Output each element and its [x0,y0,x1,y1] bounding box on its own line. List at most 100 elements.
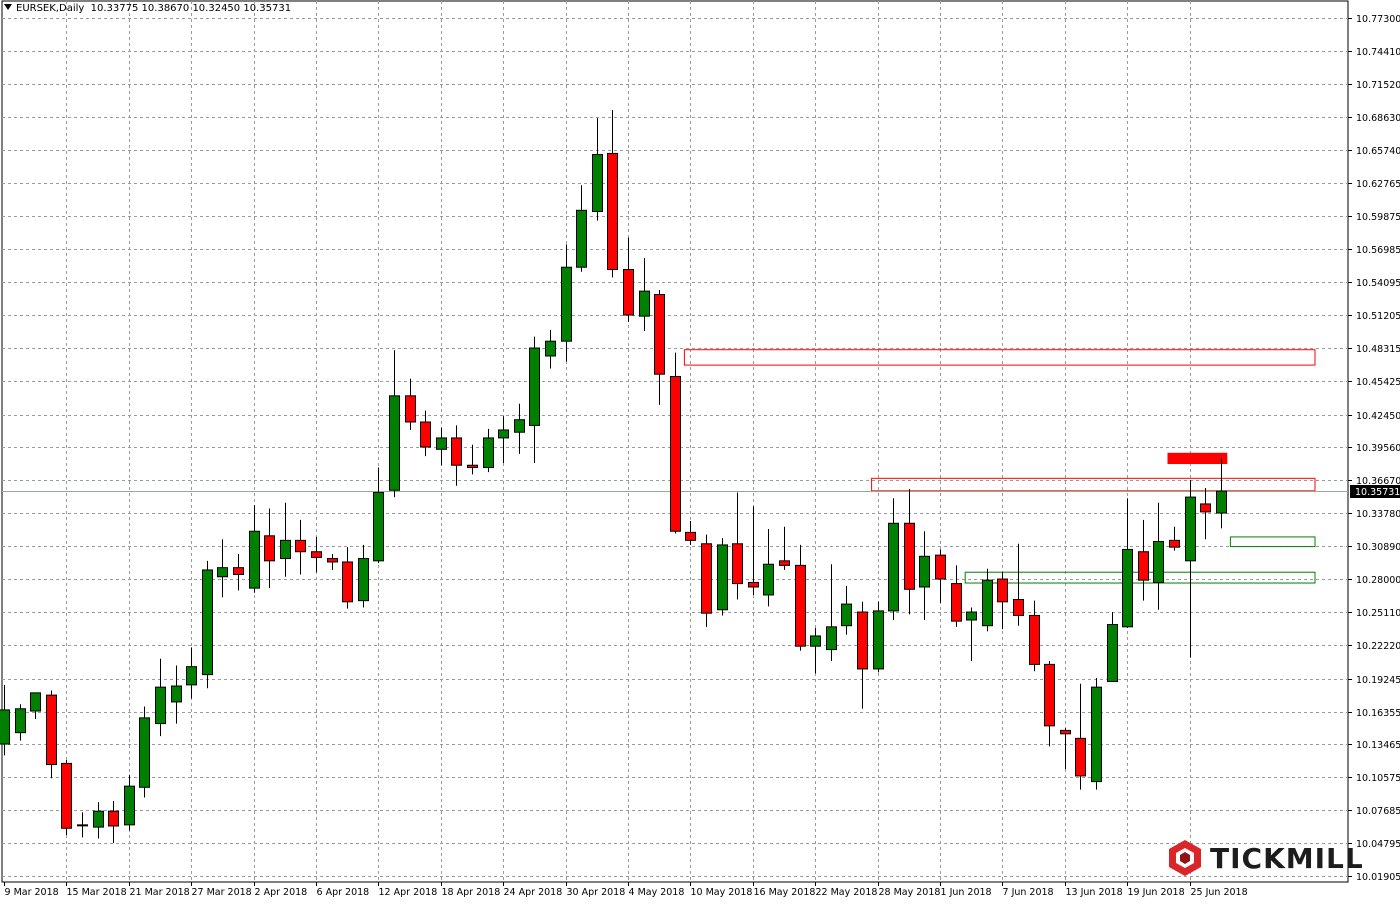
candle [156,659,166,736]
candle [328,554,338,570]
candle-body-bull [827,627,837,650]
candle-body-bull [125,786,135,825]
candle [31,693,41,719]
candle [967,607,977,660]
y-tick-label: 10.42450 [1356,411,1400,422]
candle-body-bear [328,559,338,562]
candle [296,520,306,575]
candle [1108,612,1118,681]
candle-body-bull [811,636,821,646]
candle-body-bull [764,564,774,595]
candle-body-bull [16,709,26,733]
candle [484,429,494,472]
candle [874,602,884,673]
candle-body-bull [499,430,509,438]
x-tick-label: 25 Jun 2018 [1191,887,1248,898]
candle [796,545,806,651]
zone-red [1168,453,1227,463]
candle-body-bear [296,540,306,551]
x-tick-label: 9 Mar 2018 [5,887,59,898]
candle-body-bear [1201,504,1211,512]
candle-body-bull [374,493,384,561]
x-tick-label: 4 May 2018 [629,887,685,898]
candle-body-bear [702,544,712,613]
y-tick-label: 10.74410 [1356,47,1400,58]
x-tick-label: 6 Apr 2018 [317,887,370,898]
candle [889,498,899,620]
candle [1186,480,1196,658]
candle [811,628,821,674]
candle [905,489,915,614]
candle [764,529,774,606]
candle-body-bull [530,348,540,425]
candle-body-bear [1061,730,1071,733]
candle-body-bull [889,523,899,611]
candle-body-bear [109,811,119,826]
candle-body-bull [1154,541,1164,582]
candle [109,801,119,843]
candle-body-bear [1045,664,1055,725]
x-tick-label: 2 Apr 2018 [255,887,308,898]
candle [499,416,509,463]
candle-body-bull [156,687,166,723]
y-tick-label: 10.30890 [1356,542,1400,553]
candle [62,760,72,835]
candle-body-bull [842,604,852,626]
candle [94,802,104,838]
candle [515,404,525,454]
candle-body-bear [952,584,962,622]
tickmill-hexagon-logo-icon [1168,839,1202,877]
x-tick-label: 21 Mar 2018 [130,887,190,898]
candle-body-bear [421,422,431,447]
candle-body-bear [468,465,478,467]
x-tick-label: 27 Mar 2018 [192,887,252,898]
candle [920,531,930,620]
candle-body-bull [1108,625,1118,682]
x-tick-label: 12 Apr 2018 [379,887,438,898]
x-tick-label: 1 Jun 2018 [941,887,992,898]
ohlc-values: 10.33775 10.38670 10.32450 10.35731 [91,3,291,14]
symbol-label: EURSEK,Daily [16,3,84,14]
candle-body-bear [749,582,759,587]
candle [437,428,447,466]
candle [858,602,868,709]
x-tick-label: 24 Apr 2018 [504,887,563,898]
candle [624,238,634,322]
candle [1217,458,1227,529]
x-tick-label: 22 May 2018 [816,887,878,898]
candle [187,647,197,698]
candle [749,506,759,595]
candle-body-bear [265,536,275,561]
y-tick-label: 10.54095 [1356,278,1400,289]
y-tick-label: 10.07685 [1356,806,1400,817]
candle-body-bear [1030,615,1040,664]
zone-green [1230,537,1315,547]
zone-red [684,350,1315,365]
candle [780,527,790,570]
candle-body-bull [140,718,150,787]
candle [1061,728,1071,769]
candle [390,350,400,497]
current-price-label: 10.35731 [1355,487,1400,498]
candle-body-bull [1092,687,1102,781]
candle [125,775,135,831]
candle [218,539,228,597]
candle [546,330,556,369]
candle-body-bull [1186,497,1196,561]
dropdown-triangle-icon[interactable] [4,4,12,10]
y-tick-label: 10.13465 [1356,740,1400,751]
candle-body-bear [686,532,696,540]
candle [78,812,88,837]
candle [374,468,384,564]
y-tick-label: 10.51205 [1356,311,1400,322]
candle [686,521,696,545]
y-tick-label: 10.28000 [1356,575,1400,586]
candle-body-bear [1076,738,1086,776]
candle [406,379,416,430]
candle [1154,503,1164,610]
candle [343,547,353,608]
candle [1076,684,1086,790]
candle [234,554,244,590]
